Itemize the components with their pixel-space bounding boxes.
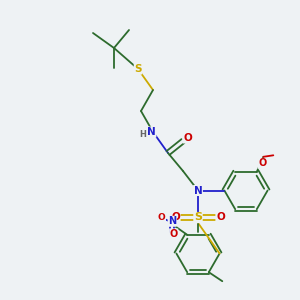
Text: H: H [139,130,146,139]
Text: S: S [134,64,142,74]
Text: O: O [158,213,166,222]
Text: N: N [168,216,176,226]
Text: O: O [216,212,225,223]
Text: O: O [171,212,180,223]
Text: N: N [194,185,202,196]
Text: N: N [147,127,156,137]
Text: S: S [194,212,202,223]
Text: O: O [258,158,266,168]
Text: O: O [169,229,178,239]
Text: O: O [183,133,192,143]
